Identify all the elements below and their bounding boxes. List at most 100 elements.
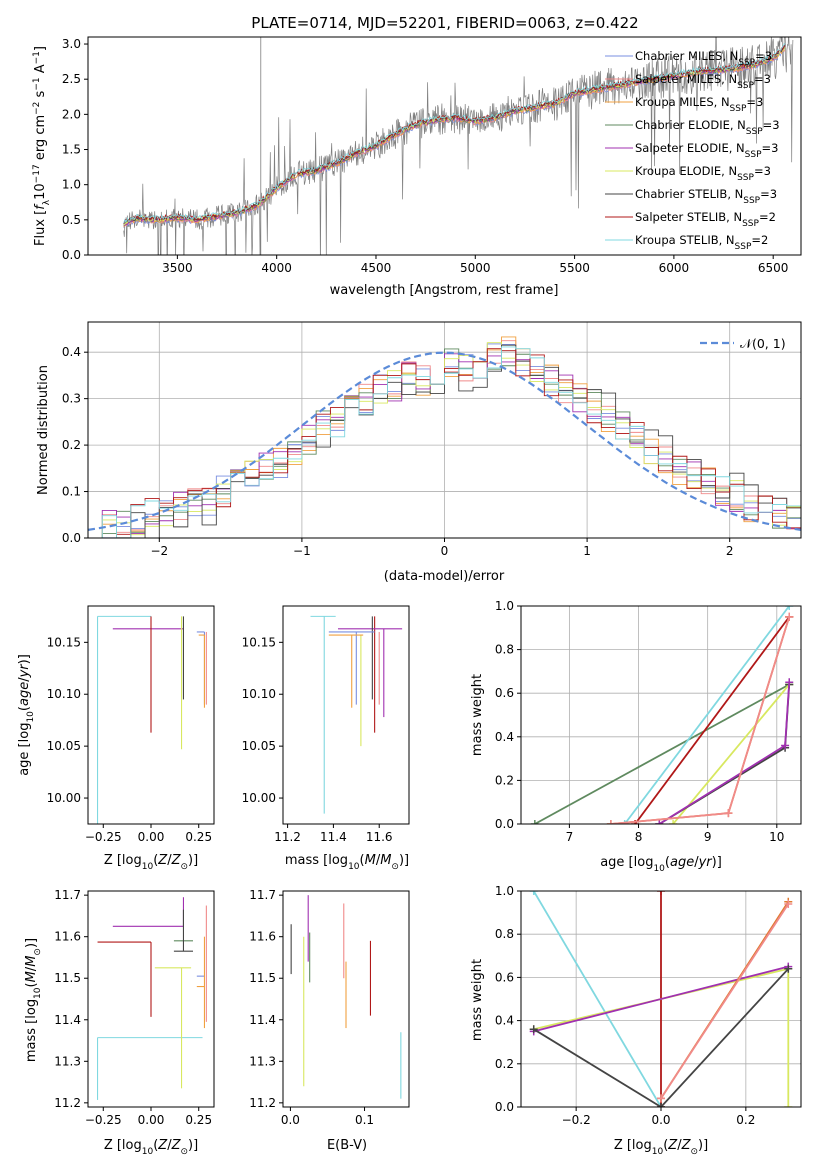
y-tick-label: 0.0 (495, 1100, 514, 1114)
y-tick-label: 10.05 (242, 739, 276, 753)
x-tick-label: 0.00 (138, 1113, 165, 1127)
x-tick-label: 2 (726, 544, 734, 558)
x-axis-label: mass [log10(M/M⊙)] (285, 853, 409, 872)
y-tick-label: 11.7 (249, 888, 276, 902)
x-tick-label: 5000 (460, 261, 491, 275)
x-tick-label: 8 (635, 830, 643, 844)
mass-weight-marker-salpeter_elodie (655, 820, 664, 824)
mass-weight-marker-chabrier_stelib (784, 964, 793, 973)
plot-area (310, 615, 403, 814)
y-tick-label: 10.00 (47, 791, 81, 805)
x-tick-label: 11.6 (366, 830, 393, 844)
x-tick-label: −0.2 (562, 1113, 591, 1127)
y-axis-label: mass weight (470, 959, 485, 1041)
y-tick-label: 11.3 (249, 1054, 276, 1068)
x-tick-label: 3500 (162, 261, 193, 275)
axes-frame (520, 890, 802, 1108)
mass-weight-marker-salpeter_elodie (785, 678, 794, 687)
axes-frame (282, 605, 410, 825)
y-tick-label: 1.0 (495, 884, 514, 898)
y-tick-label: 0.0 (495, 817, 514, 831)
axes-frame (87, 890, 215, 1108)
x-tick-label: 0.0 (281, 1113, 300, 1127)
mass-weight-line-chabrier_stelib (533, 968, 789, 1107)
mass-weight-marker-kroupa_elodie (669, 820, 678, 824)
x-tick-label: 11.4 (320, 830, 347, 844)
y-axis-label: mass [log10(M/M⊙)] (24, 938, 43, 1062)
y-tick-label: 11.6 (54, 930, 81, 944)
legend-entry-kroupa_miles: Kroupa MILES, NSSP=3 (635, 95, 763, 114)
chart-mass_weight_vs_Z: −0.2 0.0 0.2 0.0 0.2 0.4 0.6 0.8 1.0 Z [log10(Z/Z… (470, 884, 802, 1157)
x-tick-label: 11.2 (274, 830, 301, 844)
y-tick-label: 10.00 (242, 791, 276, 805)
legend-entry-salpeter_elodie: Salpeter ELODIE, NSSP=3 (635, 141, 778, 160)
y-tick-label: 0.1 (62, 485, 81, 499)
x-axis-label: age [log10(age/yr)] (600, 855, 722, 874)
mass-weight-marker-salpeter_miles (724, 809, 733, 818)
model-spectrum-chabrier_stelib (123, 44, 786, 225)
model-spectrum-kroupa_stelib (123, 42, 786, 224)
x-axis-label: wavelength [Angstrom, rest frame] (330, 283, 559, 298)
y-tick-label: 0.2 (495, 773, 514, 787)
y-tick-label: 10.10 (242, 687, 276, 701)
spectrum-legend: Chabrier MILES, NSSP=3 Salpeter MILES, NS… (605, 49, 780, 252)
y-tick-label: 10.15 (47, 635, 81, 649)
mass-weight-marker-salpeter_miles (606, 820, 615, 824)
y-axis-label: mass weight (470, 674, 485, 756)
y-tick-label: 11.4 (54, 1013, 81, 1027)
y-tick-label: 10.05 (47, 739, 81, 753)
mass-weight-marker-salpeter_miles (785, 612, 794, 621)
mass-weight-marker-chabrier_elodie (530, 820, 539, 824)
chart-age_vs_mass: 11.2 11.4 11.6 10.00 10.05 10.10 10.15 mass [lo… (242, 605, 410, 872)
mass-weight-marker-salpeter_stelib (657, 891, 665, 895)
mass-weight-marker-kroupa_stelib (620, 820, 629, 824)
y-tick-label: 0.0 (62, 531, 81, 545)
x-axis-label: (data-model)/error (384, 569, 505, 584)
x-tick-label: −0.25 (85, 1113, 122, 1127)
legend-entry-kroupa_stelib: Kroupa STELIB, NSSP=2 (635, 233, 768, 252)
x-axis-label: Z [log10(Z/Z⊙)] (104, 1138, 198, 1157)
y-tick-label: 11.7 (54, 888, 81, 902)
y-tick-label: 0.0 (62, 248, 81, 262)
x-tick-label: 0.0 (651, 1113, 670, 1127)
histogram-kroupa_stelib (88, 346, 801, 538)
mass-weight-marker-kroupa_elodie (784, 1103, 793, 1107)
data-spectrum-line (123, 37, 794, 255)
mass-weight-line-kroupa_stelib (623, 606, 790, 824)
x-tick-label: 7 (566, 830, 574, 844)
mass-weight-line-salpeter_miles (660, 903, 790, 1099)
y-tick-label: 0.4 (495, 730, 514, 744)
x-axis-label: Z [log10(Z/Z⊙)] (614, 1138, 708, 1157)
legend-entry-chabrier_miles: Chabrier MILES, NSSP=3 (635, 49, 772, 68)
mass-weight-marker-salpeter_miles (784, 899, 793, 908)
axes-frame (520, 605, 802, 825)
chart-age_vs_Z: −0.25 0.00 0.25 10.00 10.05 10.10 10.15 Z [log1… (17, 605, 215, 872)
y-tick-label: 11.2 (249, 1096, 276, 1110)
plot-area (96, 615, 207, 824)
chart-mass_vs_ebv: 0.0 0.1 11.2 11.3 11.4 11.5 11.6 11.7 E(B-V) (249, 888, 410, 1153)
y-axis-label: Flux [fλ10−17 erg cm−2 s−1 A−1] (32, 46, 52, 246)
mass-weight-line-kroupa_stelib (532, 891, 662, 1107)
x-tick-label: 9 (704, 830, 712, 844)
mass-weight-marker-kroupa_stelib (785, 606, 794, 610)
x-tick-label: −1 (293, 544, 311, 558)
x-tick-label: 1 (583, 544, 591, 558)
mass-weight-line-salpeter_elodie (533, 965, 789, 1033)
x-tick-label: 4000 (261, 261, 292, 275)
y-tick-label: 2.5 (62, 72, 81, 86)
y-tick-label: 11.5 (54, 971, 81, 985)
plot-area (88, 336, 801, 538)
y-tick-label: 3.0 (62, 37, 81, 51)
x-tick-label: 6000 (659, 261, 690, 275)
plot-area (96, 897, 207, 1100)
normal-curve (88, 351, 801, 531)
y-tick-label: 1.5 (62, 143, 81, 157)
x-tick-label: 6500 (758, 261, 789, 275)
y-axis-label: age [log10(age/yr)] (17, 654, 36, 776)
x-tick-label: 5500 (559, 261, 590, 275)
legend-entry-kroupa_elodie: Kroupa ELODIE, NSSP=3 (635, 164, 771, 183)
chart-mass_vs_Z: −0.25 0.00 0.25 11.2 11.3 11.4 11.5 11.6 11.7 Z [… (24, 888, 215, 1157)
plot-area (529, 891, 793, 1107)
plot-area (530, 606, 794, 824)
y-tick-label: 0.3 (62, 392, 81, 406)
